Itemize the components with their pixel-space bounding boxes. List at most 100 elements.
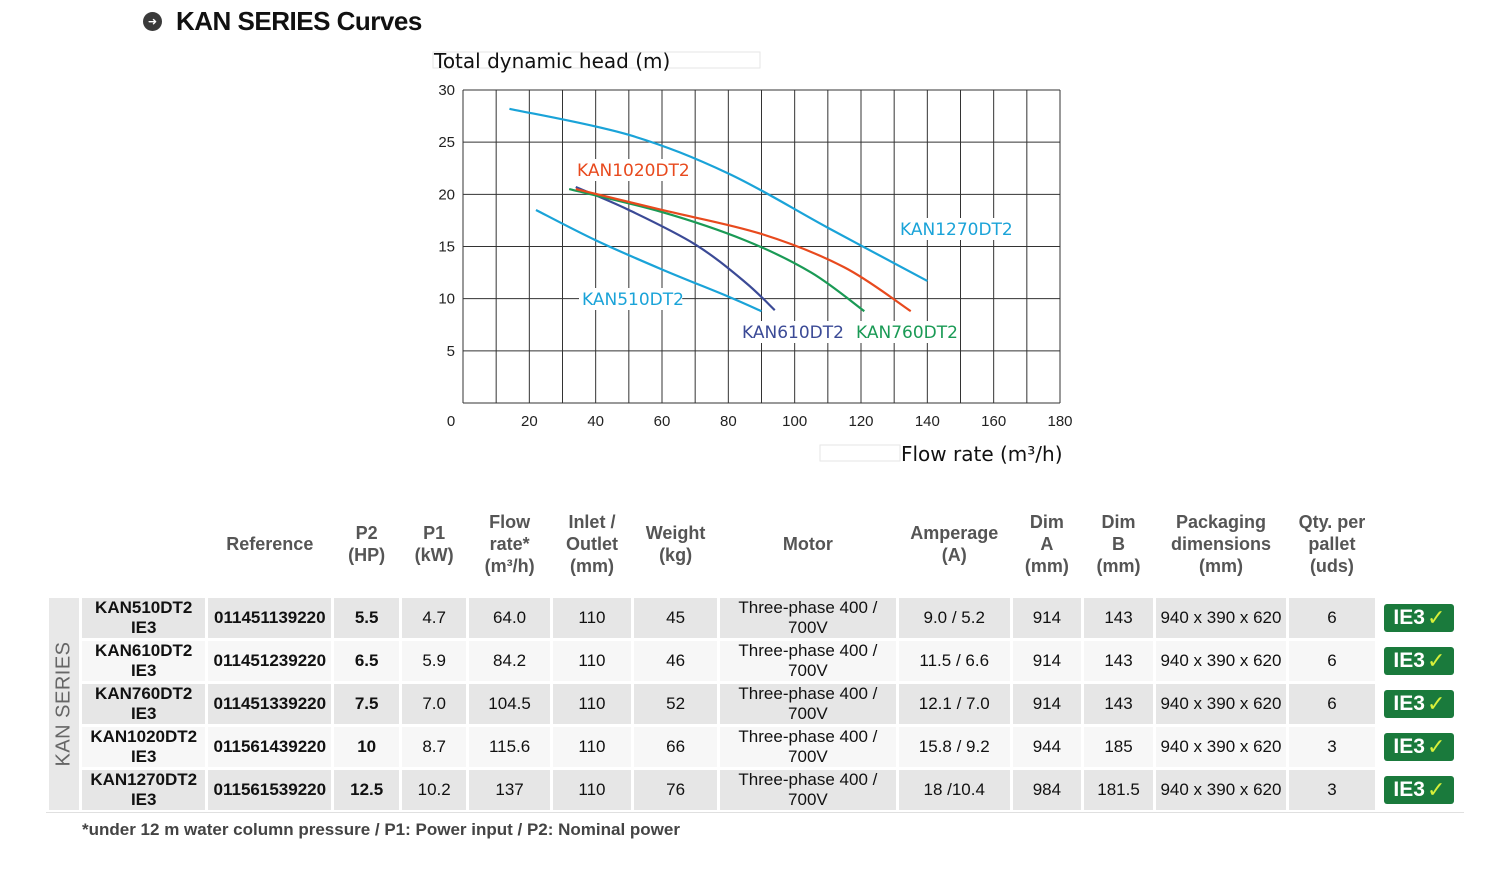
header-motor: Motor <box>719 493 896 595</box>
header-p2: P2 (HP) <box>334 493 399 595</box>
cell-dim-b: 181.5 <box>1084 767 1153 810</box>
x-tick-label: 40 <box>587 413 604 430</box>
series-label-kan1270dt2: KAN1270DT2 <box>900 220 1013 240</box>
table-row: KAN1270DT2 IE3 011561539220 12.5 10.2 137 110… <box>49 767 1461 810</box>
header-blank-model <box>82 493 206 595</box>
cell-efficiency-badge: IE3 ✓ <box>1377 681 1461 724</box>
cell-inlet-outlet: 110 <box>552 638 632 681</box>
series-label-kan760dt2: KAN760DT2 <box>856 323 958 343</box>
cell-packaging: 940 x 390 x 620 <box>1155 681 1287 724</box>
cell-p2-hp: 12.5 <box>334 767 399 810</box>
series-label-bg <box>574 159 688 181</box>
header-dim-a: Dim A (mm) <box>1012 493 1082 595</box>
series-label-kan1020dt2: KAN1020DT2 <box>577 161 690 181</box>
series-line-kan1020dt2 <box>575 188 912 313</box>
checkmark-icon: ✓ <box>1426 648 1446 674</box>
cell-motor: Three-phase 400 / 700V <box>719 724 896 767</box>
series-label-bg <box>739 321 843 343</box>
cell-p1-kw: 8.7 <box>401 724 467 767</box>
cell-model-name: KAN1020DT2 IE3 <box>82 724 206 767</box>
cell-p1-kw: 10.2 <box>401 767 467 810</box>
checkmark-icon: ✓ <box>1426 605 1446 631</box>
cell-p1-kw: 5.9 <box>401 638 467 681</box>
cell-qty-per-pallet: 3 <box>1289 767 1375 810</box>
header-inlet: Inlet / Outlet (mm) <box>552 493 632 595</box>
ie3-badge-text: IE3 <box>1393 649 1425 672</box>
series-label-bg <box>897 218 1011 240</box>
footnote: *under 12 m water column pressure / P1: … <box>82 820 680 839</box>
cell-model-name: KAN610DT2 IE3 <box>82 638 206 681</box>
ie3-badge: IE3 ✓ <box>1384 647 1455 675</box>
ie3-badge: IE3 ✓ <box>1384 690 1455 718</box>
cell-model-name: KAN1270DT2 IE3 <box>82 767 206 810</box>
cell-qty-per-pallet: 3 <box>1289 724 1375 767</box>
header-qty: Qty. per pallet (uds) <box>1289 493 1375 595</box>
cell-dim-b: 143 <box>1084 595 1153 638</box>
y-axis-title: Total dynamic head (m) <box>433 49 670 73</box>
x-tick-label: 140 <box>915 413 940 430</box>
series-label-kan610dt2: KAN610DT2 <box>742 323 844 343</box>
cell-motor: Three-phase 400 / 700V <box>719 681 896 724</box>
table-row: KAN610DT2 IE3 011451239220 6.5 5.9 84.2 110 46… <box>49 638 1461 681</box>
cell-amperage: 18 /10.4 <box>898 767 1010 810</box>
cell-flow-rate: 137 <box>469 767 550 810</box>
cell-motor: Three-phase 400 / 700V <box>719 767 896 810</box>
cell-packaging: 940 x 390 x 620 <box>1155 638 1287 681</box>
cell-dim-a: 914 <box>1012 595 1082 638</box>
cell-efficiency-badge: IE3 ✓ <box>1377 767 1461 810</box>
series-line-kan1270dt2 <box>509 107 928 282</box>
cell-p2-hp: 10 <box>334 724 399 767</box>
cell-p2-hp: 7.5 <box>334 681 399 724</box>
cell-reference: 011451339220 <box>208 681 332 724</box>
pump-curves-chart: 0 20 40 60 80 100 120 140 160 180 5 10 15 20 25 30 Total… <box>432 49 1073 466</box>
cell-motor: Three-phase 400 / 700V <box>719 595 896 638</box>
cell-inlet-outlet: 110 <box>552 767 632 810</box>
header-packaging: Packaging dimensions (mm) <box>1155 493 1287 595</box>
cell-qty-per-pallet: 6 <box>1289 638 1375 681</box>
y-tick-label: 30 <box>438 82 455 99</box>
cell-qty-per-pallet: 6 <box>1289 595 1375 638</box>
series-label-bg <box>853 321 957 343</box>
ie3-badge-text: IE3 <box>1393 692 1425 715</box>
cell-amperage: 11.5 / 6.6 <box>898 638 1010 681</box>
cell-flow-rate: 115.6 <box>469 724 550 767</box>
cell-p1-kw: 7.0 <box>401 681 467 724</box>
arrow-circle-icon: ➜ <box>143 11 162 31</box>
cell-p1-kw: 4.7 <box>401 595 467 638</box>
cell-reference: 011561539220 <box>208 767 332 810</box>
header-blank-side <box>49 493 80 595</box>
cell-inlet-outlet: 110 <box>552 681 632 724</box>
cell-dim-b: 185 <box>1084 724 1153 767</box>
y-tick-label: 20 <box>438 186 455 203</box>
y-tick-label: 5 <box>447 343 455 360</box>
table-row: KAN1020DT2 IE3 011561439220 10 8.7 115.6 110 6… <box>49 724 1461 767</box>
cell-dim-a: 984 <box>1012 767 1082 810</box>
x-tick-label: 0 <box>447 413 455 430</box>
cell-p2-hp: 5.5 <box>334 595 399 638</box>
table-row: KAN760DT2 IE3 011451339220 7.5 7.0 104.5 110 5… <box>49 681 1461 724</box>
cell-dim-b: 143 <box>1084 638 1153 681</box>
ie3-badge-text: IE3 <box>1393 606 1425 629</box>
cell-flow-rate: 84.2 <box>469 638 550 681</box>
spec-table: Reference P2 (HP) P1 (kW) Flow rate* (m³… <box>46 493 1464 810</box>
series-line-kan760dt2 <box>568 188 865 313</box>
x-tick-label: 100 <box>782 413 807 430</box>
cell-model-name: KAN760DT2 IE3 <box>82 681 206 724</box>
cell-dim-a: 914 <box>1012 638 1082 681</box>
cell-packaging: 940 x 390 x 620 <box>1155 724 1287 767</box>
cell-flow-rate: 104.5 <box>469 681 550 724</box>
header-weight: Weight (kg) <box>634 493 717 595</box>
ie3-badge-text: IE3 <box>1393 735 1425 758</box>
x-axis-title-frame <box>819 444 901 462</box>
checkmark-icon: ✓ <box>1426 691 1446 717</box>
ie3-badge: IE3 ✓ <box>1384 776 1455 804</box>
cell-weight: 46 <box>634 638 717 681</box>
x-tick-label: 20 <box>521 413 538 430</box>
ie3-badge-text: IE3 <box>1393 778 1425 801</box>
cell-weight: 45 <box>634 595 717 638</box>
series-line-kan610dt2 <box>575 186 776 311</box>
cell-amperage: 15.8 / 9.2 <box>898 724 1010 767</box>
header-blank-badge <box>1377 493 1461 595</box>
cell-flow-rate: 64.0 <box>469 595 550 638</box>
x-axis-title: Flow rate (m³/h) <box>901 442 1063 466</box>
